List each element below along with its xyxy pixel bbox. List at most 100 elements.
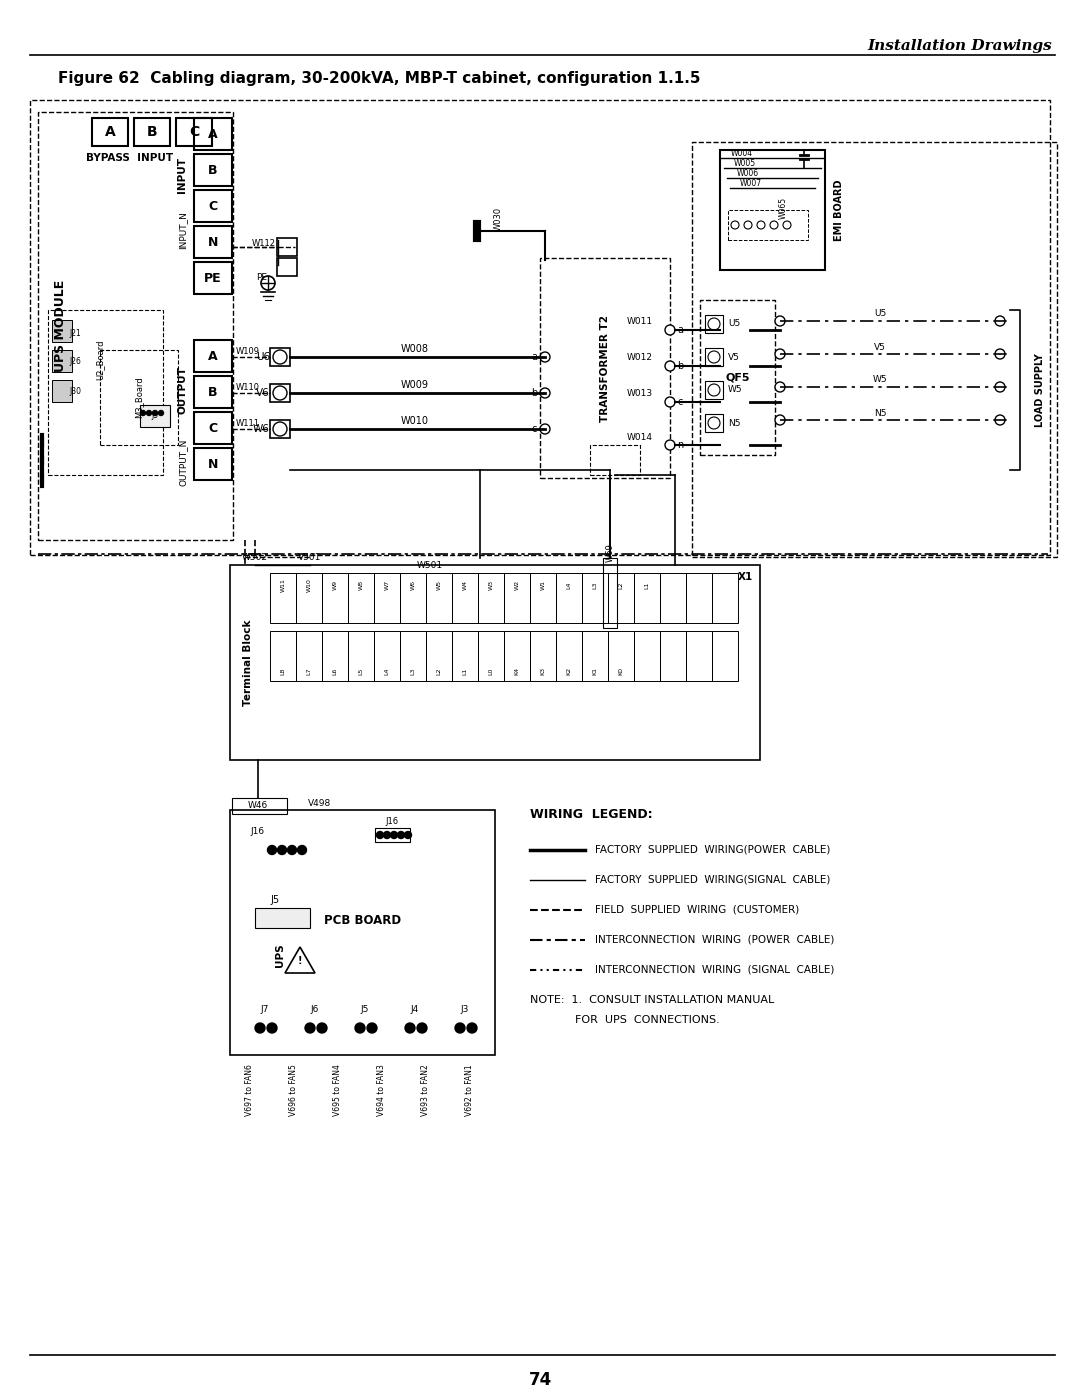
Circle shape xyxy=(665,326,675,335)
Circle shape xyxy=(255,1023,265,1032)
Text: V5: V5 xyxy=(874,342,886,352)
Text: W6: W6 xyxy=(253,425,270,434)
Bar xyxy=(728,210,808,240)
Text: L8: L8 xyxy=(281,668,285,675)
Bar xyxy=(270,631,296,680)
Text: n: n xyxy=(677,440,684,450)
Text: K2: K2 xyxy=(567,666,571,675)
Bar xyxy=(400,631,426,680)
Text: TRANSFORMER T2: TRANSFORMER T2 xyxy=(600,314,610,422)
Text: Installation Drawings: Installation Drawings xyxy=(867,39,1052,53)
Bar xyxy=(540,258,670,478)
Text: INTERCONNECTION  WIRING  (SIGNAL  CABLE): INTERCONNECTION WIRING (SIGNAL CABLE) xyxy=(595,965,835,975)
Text: FACTORY  SUPPLIED  WIRING(POWER  CABLE): FACTORY SUPPLIED WIRING(POWER CABLE) xyxy=(595,845,831,855)
Text: b: b xyxy=(677,360,684,372)
Circle shape xyxy=(305,1023,315,1032)
Text: J26: J26 xyxy=(69,358,81,366)
Text: J21: J21 xyxy=(69,328,81,338)
Bar xyxy=(255,908,310,928)
Text: L3: L3 xyxy=(410,668,416,675)
Circle shape xyxy=(261,277,275,291)
Circle shape xyxy=(540,352,550,362)
Text: V498: V498 xyxy=(309,799,332,807)
Text: U2_Board: U2_Board xyxy=(95,339,105,380)
Text: BYPASS  INPUT: BYPASS INPUT xyxy=(86,154,174,163)
Text: M3_Board: M3_Board xyxy=(135,377,144,418)
Text: V501: V501 xyxy=(298,552,322,562)
Bar xyxy=(194,448,232,481)
Bar xyxy=(194,154,232,186)
Text: a: a xyxy=(531,352,537,362)
Text: PCB BOARD: PCB BOARD xyxy=(324,914,401,926)
Circle shape xyxy=(540,425,550,434)
Bar xyxy=(194,412,232,444)
Text: W013: W013 xyxy=(626,390,653,398)
Circle shape xyxy=(268,845,276,855)
Text: W011: W011 xyxy=(626,317,653,327)
Text: J3: J3 xyxy=(461,1006,469,1014)
Bar xyxy=(504,631,530,680)
Text: N5: N5 xyxy=(728,419,741,427)
Text: U5: U5 xyxy=(728,320,740,328)
Circle shape xyxy=(355,1023,365,1032)
Text: W006: W006 xyxy=(737,169,759,179)
Bar xyxy=(556,631,582,680)
Circle shape xyxy=(665,397,675,407)
Bar xyxy=(296,573,322,623)
Bar xyxy=(720,149,825,270)
Text: U5: U5 xyxy=(874,310,886,319)
Circle shape xyxy=(665,440,675,450)
Text: W065: W065 xyxy=(779,197,787,219)
Text: K3: K3 xyxy=(540,666,545,675)
Text: Figure 62  Cabling diagram, 30-200kVA, MBP-T cabinet, configuration 1.1.5: Figure 62 Cabling diagram, 30-200kVA, MB… xyxy=(58,70,701,85)
Bar xyxy=(194,190,232,222)
Circle shape xyxy=(273,351,287,365)
Circle shape xyxy=(297,845,307,855)
Text: W110: W110 xyxy=(237,383,260,391)
Text: L6: L6 xyxy=(333,668,337,675)
Bar xyxy=(322,631,348,680)
Text: W2: W2 xyxy=(514,580,519,590)
Circle shape xyxy=(775,381,785,393)
Bar xyxy=(705,348,723,366)
Bar xyxy=(38,112,233,541)
Text: W46: W46 xyxy=(248,802,268,810)
Text: W10: W10 xyxy=(307,578,311,592)
Text: QF5: QF5 xyxy=(726,373,750,383)
Text: W4: W4 xyxy=(462,580,468,590)
Text: PE: PE xyxy=(256,272,267,282)
Text: X1: X1 xyxy=(738,571,753,583)
Text: L0: L0 xyxy=(488,668,494,675)
Text: J5: J5 xyxy=(361,1006,369,1014)
Text: J5: J5 xyxy=(270,895,280,905)
Text: W111: W111 xyxy=(237,419,260,427)
Bar xyxy=(52,320,72,342)
Bar xyxy=(590,446,640,475)
Bar xyxy=(634,573,660,623)
Text: a: a xyxy=(677,326,683,335)
Circle shape xyxy=(417,1023,427,1032)
Text: U6: U6 xyxy=(256,352,270,362)
Circle shape xyxy=(995,316,1005,326)
Circle shape xyxy=(273,386,287,400)
Bar xyxy=(426,573,453,623)
Text: V6: V6 xyxy=(256,388,270,398)
Circle shape xyxy=(995,349,1005,359)
Text: J16: J16 xyxy=(251,827,265,837)
Circle shape xyxy=(397,831,405,838)
Text: B: B xyxy=(208,386,218,398)
Text: PE: PE xyxy=(204,271,221,285)
Text: W005: W005 xyxy=(734,159,756,169)
Text: V693 to FAN2: V693 to FAN2 xyxy=(421,1065,431,1116)
Text: L2: L2 xyxy=(619,581,623,588)
Bar xyxy=(194,376,232,408)
Text: W010: W010 xyxy=(401,416,429,426)
Text: OUTPUT_N: OUTPUT_N xyxy=(178,439,188,486)
Circle shape xyxy=(405,1023,415,1032)
Circle shape xyxy=(140,411,146,415)
Bar xyxy=(608,573,634,623)
Bar xyxy=(400,573,426,623)
Circle shape xyxy=(783,221,791,229)
Circle shape xyxy=(995,381,1005,393)
Text: A: A xyxy=(208,127,218,141)
